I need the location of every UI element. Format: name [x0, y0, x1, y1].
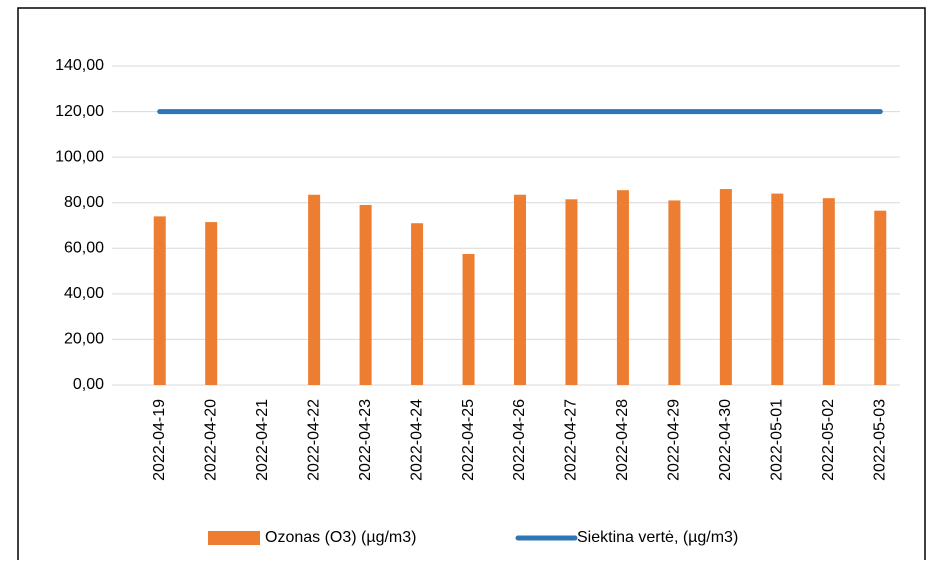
y-tick-label: 20,00 — [64, 331, 104, 348]
x-tick-label: 2022-04-21 — [254, 399, 271, 481]
x-tick-label: 2022-05-02 — [820, 399, 837, 481]
bar — [462, 253, 475, 385]
y-tick-label: 120,00 — [55, 103, 104, 120]
bar — [205, 222, 218, 385]
y-tick-label: 0,00 — [73, 376, 104, 393]
chart-border — [17, 7, 926, 560]
bar — [668, 200, 681, 385]
bar — [565, 199, 578, 385]
y-tick-label: 60,00 — [64, 240, 104, 257]
bar — [359, 204, 372, 385]
x-tick-label: 2022-04-26 — [511, 399, 528, 481]
x-tick-label: 2022-05-03 — [871, 399, 888, 481]
x-tick-label: 2022-04-30 — [717, 399, 734, 481]
bar — [616, 190, 629, 385]
x-tick-label: 2022-04-29 — [666, 399, 683, 481]
bar — [411, 223, 424, 385]
x-tick-label: 2022-04-19 — [151, 399, 168, 481]
x-tick-label: 2022-04-25 — [460, 399, 477, 481]
bar — [874, 210, 887, 385]
bar — [308, 194, 321, 385]
x-tick-label: 2022-04-28 — [614, 399, 631, 481]
x-tick-label: 2022-04-22 — [305, 399, 322, 481]
bar — [822, 198, 835, 385]
legend-label: Siektina vertė, (µg/m3) — [577, 529, 738, 546]
x-tick-label: 2022-04-23 — [357, 399, 374, 481]
y-tick-label: 140,00 — [55, 57, 104, 74]
y-tick-label: 40,00 — [64, 285, 104, 302]
x-tick-label: 2022-04-27 — [563, 399, 580, 481]
x-tick-label: 2022-05-01 — [769, 399, 786, 481]
bar — [719, 189, 732, 385]
bar — [771, 193, 784, 385]
y-tick-label: 80,00 — [64, 194, 104, 211]
legend-label: Ozonas (O3) (µg/m3) — [265, 529, 416, 546]
y-tick-label: 100,00 — [55, 148, 104, 165]
bar — [514, 194, 526, 385]
legend-swatch — [208, 531, 260, 545]
bar — [153, 216, 166, 385]
x-tick-label: 2022-04-20 — [202, 399, 219, 481]
x-tick-label: 2022-04-24 — [408, 399, 425, 481]
